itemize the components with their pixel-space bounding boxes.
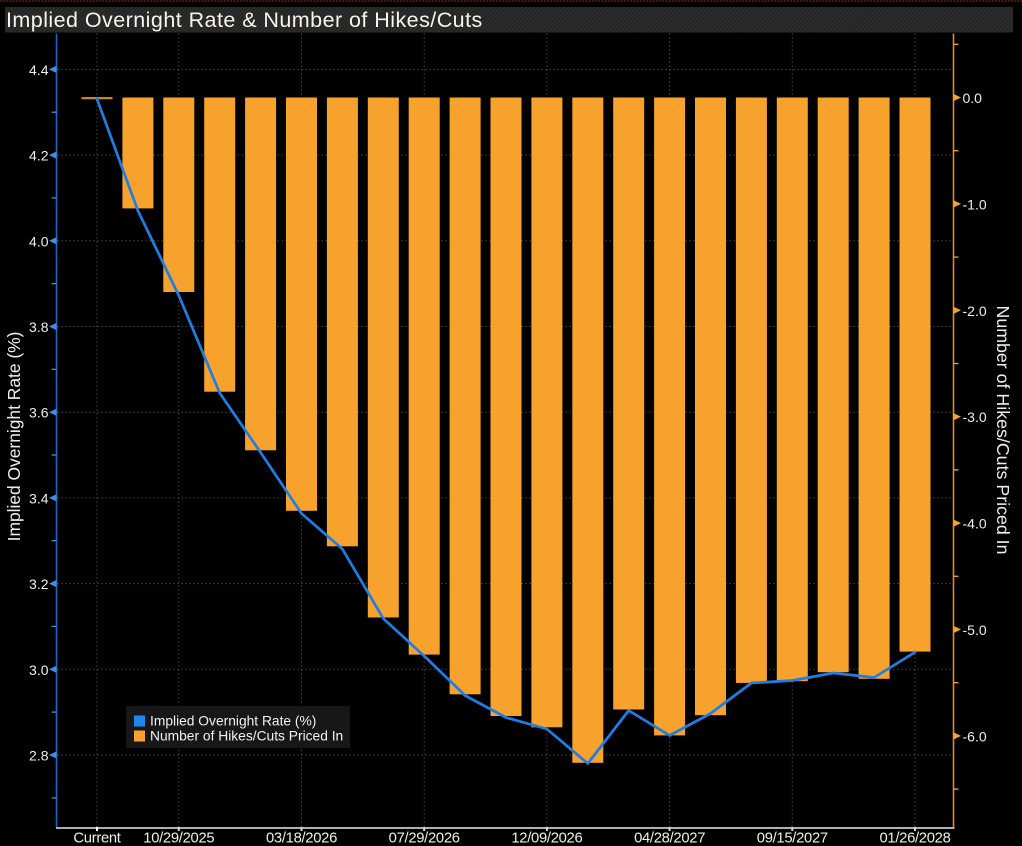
svg-text:3.6: 3.6 bbox=[29, 405, 49, 421]
svg-text:Implied Overnight Rate (%): Implied Overnight Rate (%) bbox=[150, 714, 316, 729]
svg-text:-1.0: -1.0 bbox=[963, 196, 987, 212]
svg-text:10/29/2025: 10/29/2025 bbox=[143, 831, 214, 846]
svg-text:-2.0: -2.0 bbox=[963, 303, 987, 319]
svg-text:Current: Current bbox=[73, 831, 120, 846]
svg-text:-4.0: -4.0 bbox=[963, 516, 987, 532]
svg-text:07/29/2026: 07/29/2026 bbox=[389, 831, 460, 846]
svg-text:3.2: 3.2 bbox=[29, 576, 49, 592]
svg-text:2.8: 2.8 bbox=[29, 748, 49, 764]
svg-text:12/09/2026: 12/09/2026 bbox=[511, 831, 582, 846]
svg-text:04/28/2027: 04/28/2027 bbox=[634, 831, 705, 846]
svg-text:4.0: 4.0 bbox=[29, 233, 49, 249]
svg-text:03/18/2026: 03/18/2026 bbox=[266, 831, 337, 846]
svg-text:-5.0: -5.0 bbox=[963, 622, 987, 638]
svg-text:Number of Hikes/Cuts Priced In: Number of Hikes/Cuts Priced In bbox=[150, 729, 343, 744]
svg-text:0.0: 0.0 bbox=[963, 90, 983, 106]
svg-text:Number of Hikes/Cuts Priced In: Number of Hikes/Cuts Priced In bbox=[993, 305, 1013, 554]
svg-text:-6.0: -6.0 bbox=[963, 728, 987, 744]
svg-text:-3.0: -3.0 bbox=[963, 409, 987, 425]
svg-text:3.4: 3.4 bbox=[29, 490, 49, 506]
svg-text:4.4: 4.4 bbox=[29, 62, 49, 78]
svg-text:4.2: 4.2 bbox=[29, 148, 49, 164]
svg-text:Implied Overnight Rate & Numbe: Implied Overnight Rate & Number of Hikes… bbox=[6, 8, 483, 32]
svg-text:01/26/2028: 01/26/2028 bbox=[879, 831, 950, 846]
svg-text:09/15/2027: 09/15/2027 bbox=[757, 831, 828, 846]
svg-text:3.0: 3.0 bbox=[29, 662, 49, 678]
svg-text:3.8: 3.8 bbox=[29, 319, 49, 335]
svg-text:Implied Overnight Rate (%): Implied Overnight Rate (%) bbox=[4, 332, 24, 542]
